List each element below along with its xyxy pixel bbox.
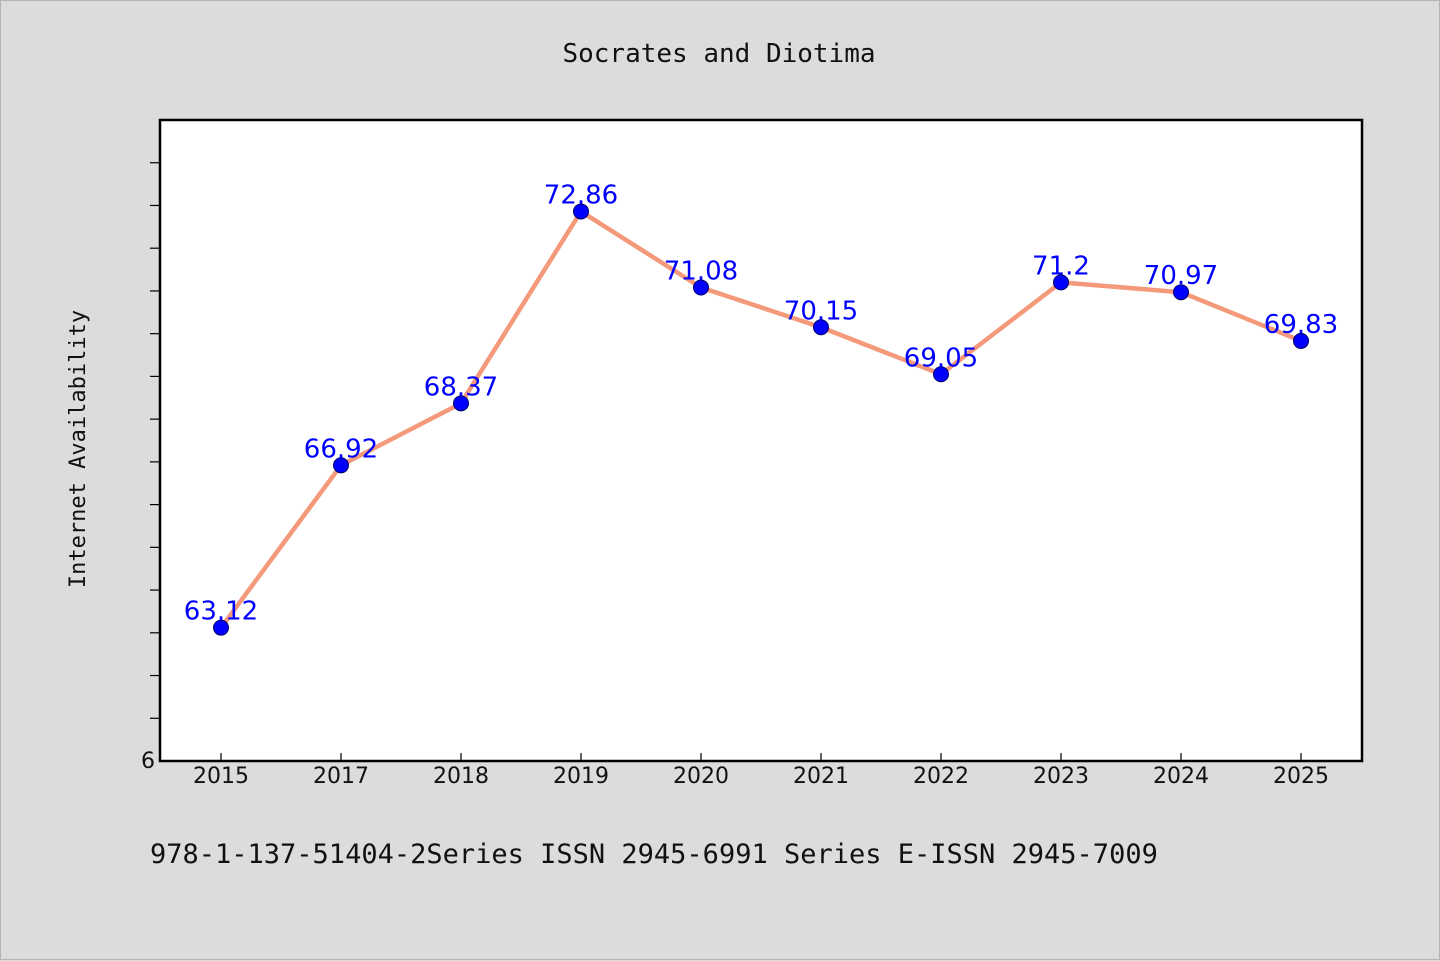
y-axis-ticks	[150, 162, 160, 719]
data-label: 71.2	[1032, 251, 1090, 281]
x-tick-label: 2021	[793, 764, 849, 789]
x-tick-label: 2018	[433, 764, 489, 789]
data-point	[813, 319, 829, 336]
data-label: 70.15	[784, 296, 858, 326]
x-tick-label: 2019	[553, 764, 609, 789]
series-line	[219, 209, 1302, 630]
x-tick-label: 2024	[1153, 764, 1209, 789]
data-label: 69.05	[904, 343, 978, 373]
data-label: 69.83	[1264, 310, 1338, 340]
data-point	[213, 619, 229, 636]
x-tick-label: 2022	[913, 764, 969, 789]
data-point	[333, 457, 349, 474]
y-axis-label: Internet Availability	[66, 310, 91, 588]
plot-area	[158, 118, 1364, 763]
footnote: 978-1-137-51404-2Series ISSN 2945-6991 S…	[150, 839, 1158, 870]
data-point	[1293, 332, 1309, 349]
series-group: 63.12 66.92 68.37 72.86 71.08 70.15 69.05 71.2 7…	[184, 180, 1338, 636]
y-tick-label: 6	[141, 749, 155, 774]
chart-title: Socrates and Diotima	[562, 39, 875, 69]
data-label: 70.97	[1144, 261, 1218, 291]
x-tick-label: 2020	[673, 764, 729, 789]
data-label: 72.86	[544, 180, 618, 210]
x-tick-label: 2023	[1033, 764, 1089, 789]
x-axis: 2015 2017 2018 2019 2020 2021 2022 2023 2024 2025	[193, 753, 1329, 789]
data-point	[453, 395, 469, 412]
data-point	[1053, 274, 1069, 291]
x-tick-label: 2025	[1273, 764, 1329, 789]
data-point	[933, 366, 949, 383]
data-point	[573, 203, 589, 220]
x-tick-label: 2015	[193, 764, 249, 789]
x-tick-label: 2017	[313, 764, 369, 789]
data-label: 68.37	[424, 372, 498, 402]
data-label: 66.92	[304, 434, 378, 464]
data-point	[693, 279, 709, 296]
data-label: 63.12	[184, 597, 258, 627]
data-point	[1173, 284, 1189, 301]
data-label: 71.08	[664, 257, 738, 287]
